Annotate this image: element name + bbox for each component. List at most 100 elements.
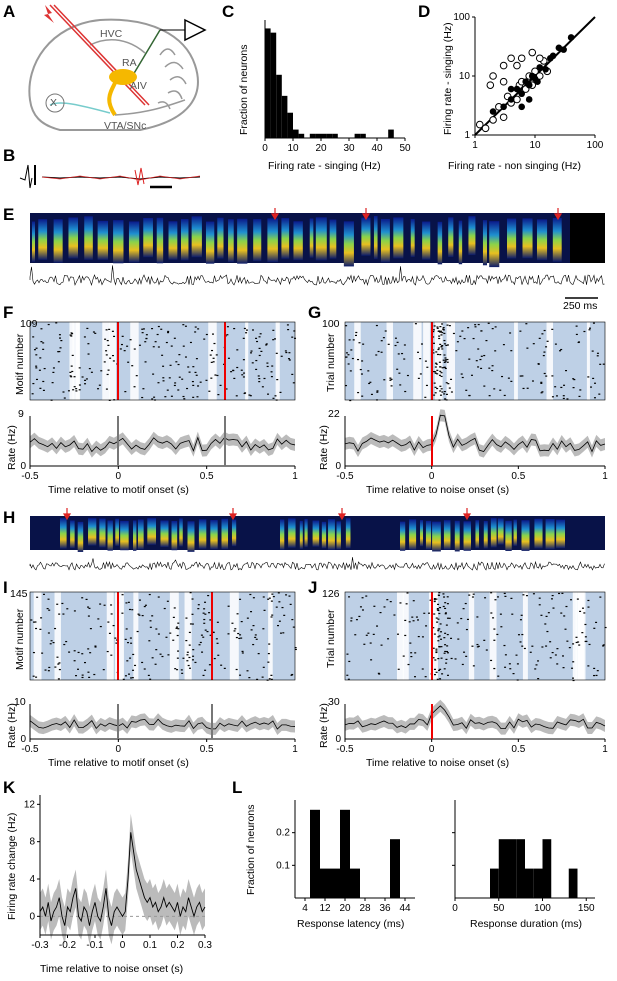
spike	[237, 632, 240, 635]
c-bar	[270, 32, 277, 139]
spike	[58, 350, 61, 353]
spike	[263, 377, 266, 380]
syllable	[343, 221, 354, 267]
spike	[129, 657, 132, 659]
spike	[62, 391, 65, 393]
spike	[446, 652, 449, 654]
spike	[205, 333, 208, 336]
k-ytick-label: 4	[29, 874, 35, 885]
spike	[446, 324, 449, 326]
spike	[272, 397, 275, 399]
histogram-duration: 0 50 100 150	[452, 800, 595, 914]
spike	[293, 330, 296, 332]
spike	[387, 343, 390, 345]
raster-j	[344, 591, 607, 682]
spike	[292, 626, 295, 628]
spike	[250, 352, 253, 354]
spike	[540, 382, 543, 384]
spike	[550, 598, 553, 600]
g-rate-max: 22	[328, 408, 340, 420]
spike	[157, 346, 160, 348]
spike	[279, 632, 282, 634]
spike	[222, 363, 225, 365]
i-max: 145	[10, 588, 28, 600]
spike	[584, 640, 587, 643]
spike	[477, 323, 480, 326]
spike	[361, 360, 364, 362]
d-point-open	[499, 61, 508, 70]
spike	[133, 348, 136, 350]
spike	[432, 330, 435, 333]
syllable	[217, 217, 224, 259]
spike	[414, 652, 417, 654]
spike	[476, 646, 479, 648]
syllable	[143, 217, 153, 258]
spike	[406, 592, 409, 594]
spike	[349, 399, 352, 402]
spike	[178, 354, 181, 356]
spike	[270, 600, 273, 602]
spike	[434, 371, 437, 373]
syllable	[160, 520, 169, 548]
spike	[419, 358, 422, 360]
spike	[242, 337, 245, 339]
spike	[455, 350, 458, 352]
spike	[270, 376, 273, 378]
c-ylabel: Fraction of neurons	[238, 44, 250, 135]
spike	[435, 648, 438, 650]
spike	[255, 638, 258, 640]
spike	[32, 675, 35, 677]
spike	[256, 340, 259, 343]
spike	[520, 614, 523, 616]
spike	[57, 351, 60, 353]
spike	[152, 373, 155, 375]
spike	[163, 607, 166, 610]
spike	[551, 594, 554, 597]
syllable	[198, 519, 207, 549]
spike	[372, 633, 375, 635]
spike	[345, 352, 348, 354]
spike	[234, 628, 237, 630]
spike	[439, 623, 442, 625]
spike	[162, 380, 165, 382]
spike	[99, 625, 102, 628]
k-xtick-label: 0.3	[198, 940, 212, 951]
spike	[345, 384, 348, 387]
spike	[77, 651, 80, 654]
c-bar	[321, 133, 327, 138]
spike	[192, 649, 195, 651]
syllable	[475, 520, 480, 549]
c-bar	[315, 133, 321, 138]
spike	[354, 634, 357, 636]
spike	[376, 390, 379, 392]
spike	[188, 631, 191, 634]
syllable	[205, 221, 215, 264]
spike	[217, 394, 220, 396]
spike	[375, 324, 378, 327]
spike	[94, 645, 97, 647]
spike	[270, 616, 273, 618]
rate-tick-label: 0.5	[511, 744, 525, 755]
spike	[443, 652, 446, 654]
spike	[437, 594, 440, 596]
spike	[521, 375, 524, 377]
rate-j: -0.5 0 0.5 10	[335, 699, 608, 755]
l-bar	[350, 868, 360, 898]
spike	[411, 616, 414, 618]
syllable	[497, 518, 504, 545]
spike	[143, 668, 146, 670]
spike	[433, 382, 436, 384]
spectrogram-e	[29, 208, 605, 299]
spike	[151, 657, 154, 659]
spike	[565, 370, 568, 372]
spike	[592, 322, 595, 324]
spike	[34, 621, 37, 623]
spike	[541, 391, 544, 393]
spike	[439, 390, 442, 392]
k-xtick-label: 0.2	[171, 940, 185, 951]
spike	[106, 650, 109, 653]
spike	[501, 375, 504, 378]
spike	[361, 597, 364, 599]
syllable	[228, 219, 234, 263]
c-bar	[309, 133, 316, 138]
